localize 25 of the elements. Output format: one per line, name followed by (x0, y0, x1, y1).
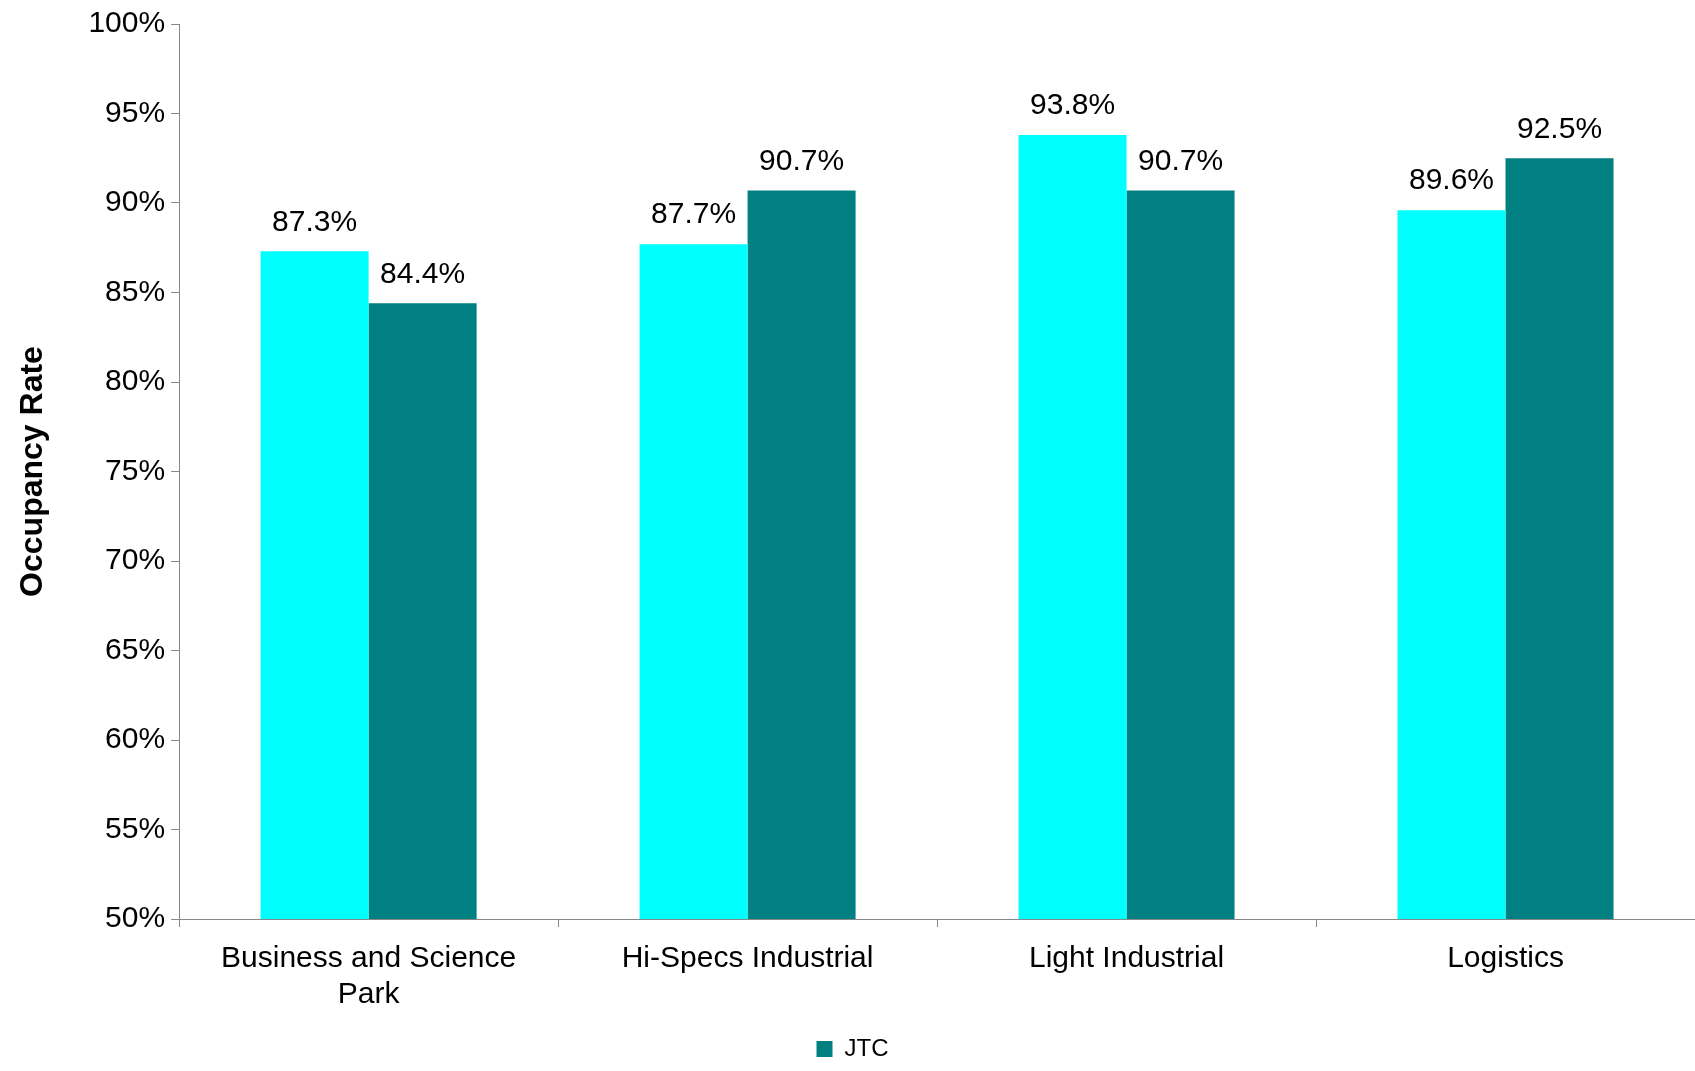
x-tick-label: Hi-Specs Industrial (621, 940, 874, 974)
y-tick-label: 50% (105, 900, 166, 934)
data-label: 93.8% (1030, 87, 1116, 121)
y-tick-label: 80% (105, 363, 166, 397)
data-label: 90.7% (1138, 142, 1224, 176)
y-tick-label: 95% (105, 94, 166, 128)
y-tick-label: 85% (105, 273, 166, 307)
data-label: 87.3% (272, 203, 358, 237)
y-tick-label: 90% (105, 184, 166, 218)
legend-label: JTC (844, 1033, 889, 1061)
x-tick-label: Business and Science Park (221, 940, 517, 1010)
data-label: 92.5% (1516, 110, 1603, 144)
y-tick-label: 60% (105, 721, 166, 755)
y-tick-label: 75% (105, 452, 166, 486)
data-label: 87.7% (651, 196, 737, 230)
y-tick-label: 70% (105, 542, 166, 576)
y-axis-title: Occupancy Rate (13, 346, 50, 597)
x-tick-label: Logistics (1447, 940, 1564, 974)
y-tick-label: 100% (88, 5, 166, 39)
y-tick-label: 55% (105, 810, 166, 844)
data-label: 90.7% (759, 142, 845, 176)
x-tick-label: Light Industrial (1028, 940, 1225, 974)
data-label: 89.6% (1408, 162, 1495, 196)
data-label: 84.4% (380, 255, 466, 289)
y-tick-label: 65% (105, 631, 166, 665)
